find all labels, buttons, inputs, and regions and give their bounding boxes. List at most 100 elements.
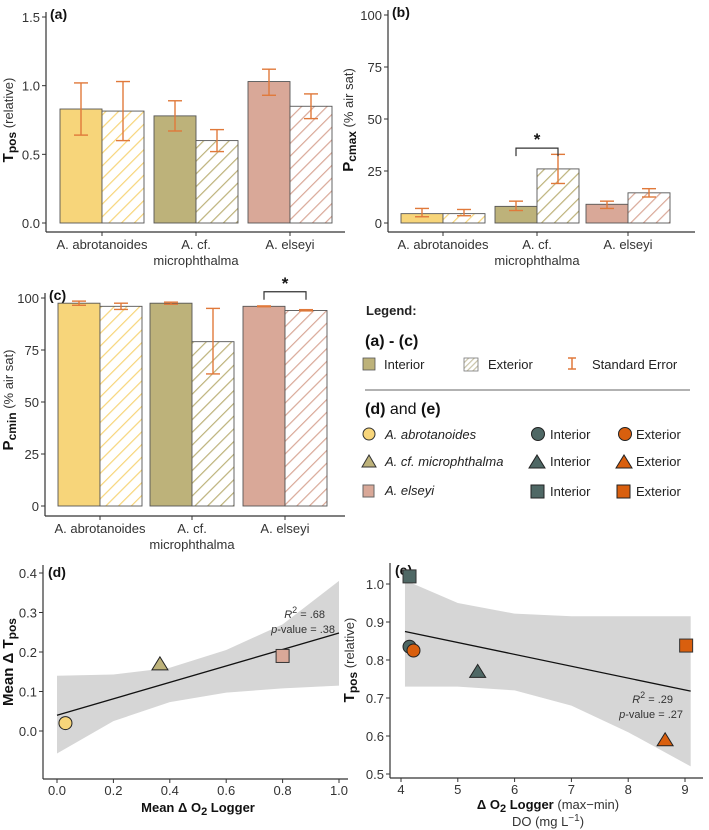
r-squared-value: = .29: [645, 694, 673, 706]
error-bar: [257, 305, 271, 308]
bar-chart-c: 0 25 50 75 100 (c) Pcmin (% air sat) A. abrotan…: [0, 274, 345, 552]
x-axis-label-rest: Logger: [207, 800, 255, 815]
y-axis-label-main: T: [0, 153, 17, 162]
x-tick-label-line: microphthalma: [494, 253, 580, 268]
confidence-band: [404, 580, 691, 767]
x-tick-label-line: A. elseyi: [265, 237, 314, 252]
bar-chart-b: 0 25 50 75 100 (b) Pcmax (% air sat) A. abrotan…: [340, 4, 695, 268]
exterior-circle-icon: [618, 427, 632, 441]
legend-section-and: and: [385, 401, 421, 418]
legend-species-elseyi: A. elseyi: [384, 483, 435, 498]
y-tick-label: 50: [368, 112, 382, 127]
scatter-chart-d: 0.0 0.1 0.2 0.3 0.4 0.0 0.2 0.4 0.6 0.8 1.0 (d) Mean…: [0, 564, 348, 818]
y-tick-label: 0.6: [366, 729, 384, 744]
y-tick-label: 0.0: [19, 724, 37, 739]
x-tick-label: A. abrotanoides: [54, 521, 146, 536]
point-microphthalma-triangle: [151, 655, 169, 671]
bar-elseyi-exterior: [284, 310, 328, 507]
y-axis-label: Pcmax (% air sat): [340, 68, 359, 172]
error-bar: [509, 200, 523, 212]
x-tick-label-line: A. abrotanoides: [56, 237, 148, 252]
x-tick-label: 9: [681, 782, 688, 797]
error-bar: [304, 93, 318, 120]
interior-circle-icon: [531, 427, 545, 441]
x-tick-label: 1.0: [330, 783, 348, 798]
x-tick-label: A. abrotanoides: [56, 237, 148, 252]
y-axis-label: Tpos (relative): [0, 78, 19, 163]
x-tick-label: 5: [454, 782, 461, 797]
y-tick-label: 100: [17, 291, 39, 306]
r-squared-sup: 2: [292, 605, 297, 615]
error-bar-icon: [568, 357, 576, 370]
x-axis-label-unit: (max−min): [554, 797, 619, 812]
y-tick-label: 0: [375, 216, 382, 231]
legend-section-e: (e): [421, 401, 441, 418]
y-axis-label-subscript: cmin: [5, 412, 19, 440]
legend-interior-label: Interior: [384, 357, 425, 372]
y-axis-label-subscript: pos: [5, 132, 19, 154]
y-tick-label: 25: [368, 164, 382, 179]
y-axis-label-main: T: [341, 693, 358, 702]
y-axis-label-unit: (relative): [1, 78, 16, 132]
y-axis-label-main: P: [340, 162, 357, 172]
y-tick-label: 0: [32, 499, 39, 514]
bar-microphthalma-interior: [153, 115, 197, 224]
error-bar: [600, 200, 614, 210]
x-tick-label: 0.8: [274, 783, 292, 798]
x-tick-label-line: microphthalma: [149, 537, 235, 552]
bar-elseyi-exterior: [289, 105, 333, 224]
legend-section-d-e: (d) and (e): [365, 401, 441, 418]
x-tick-label: 8: [625, 782, 632, 797]
x-tick-label: 0.4: [161, 783, 179, 798]
interior-triangle-icon: [528, 454, 546, 469]
y-axis-label: Mean Δ Tpos: [0, 618, 19, 706]
bar-abrotanoides-exterior: [99, 305, 143, 507]
p-value-label: p: [618, 709, 625, 721]
y-tick-label: 0.5: [366, 767, 384, 782]
y-axis-label-unit: (% air sat): [341, 68, 356, 131]
r-squared-label: R: [632, 694, 640, 706]
significance-star: *: [282, 274, 289, 293]
confidence-band: [57, 580, 339, 754]
panel-label: (d): [48, 564, 66, 580]
x-tick-label-line: A. cf.: [181, 237, 211, 252]
bar-abrotanoides-interior: [57, 302, 101, 507]
legend-interior-triangle-label: Interior: [550, 454, 591, 469]
legend-section-a-c: (a) - (c): [365, 333, 418, 350]
bar-microphthalma-exterior: [195, 140, 239, 224]
legend-species-microphthalma: A. cf. microphthalma: [384, 454, 504, 469]
x-tick-label: 0.6: [217, 783, 235, 798]
x-tick-label: A. cf. microphthalma: [494, 237, 580, 268]
point-exterior-square: [679, 638, 694, 653]
error-bar: [415, 207, 429, 218]
x-tick-label: A. abrotanoides: [397, 237, 489, 252]
x-tick-label: 4: [397, 782, 404, 797]
y-tick-label: 100: [360, 8, 382, 23]
point-interior-triangle: [468, 663, 487, 678]
legend-section-d: (d): [365, 401, 385, 418]
y-tick-label: 75: [368, 60, 382, 75]
regression-line: [404, 630, 691, 692]
abrotanoides-circle-icon: [362, 427, 376, 441]
y-axis-label-unit: (relative): [342, 618, 357, 672]
bar-chart-a: 0.0 0.5 1.0 1.5 (a) Tpos (relative) A. abrotan…: [0, 6, 345, 268]
error-bar: [74, 82, 88, 136]
significance-bracket: [263, 291, 307, 300]
error-bar: [164, 301, 178, 305]
p-value-annotation: p-value = .38: [270, 624, 335, 636]
p-value-annotation: p-value = .27: [618, 709, 683, 721]
y-tick-label: 0.0: [22, 216, 40, 231]
interior-square-icon: [530, 484, 545, 499]
point-abrotanoides-circle: [58, 716, 73, 731]
panel-label: (a): [50, 6, 67, 22]
p-value-value: -value = .38: [277, 624, 335, 636]
point-exterior-circle: [406, 643, 421, 658]
x-tick-label: A. cf. microphthalma: [149, 521, 235, 552]
error-bar: [210, 128, 224, 153]
r-squared-annotation: R2 = .68: [284, 605, 325, 621]
point-exterior-triangle: [656, 731, 675, 747]
y-tick-label: 1.0: [366, 577, 384, 592]
panel-label: (b): [392, 4, 410, 20]
x-axis-label-line2-text: DO (mg L: [512, 814, 568, 829]
y-axis-label-main: Mean Δ T: [0, 639, 17, 706]
